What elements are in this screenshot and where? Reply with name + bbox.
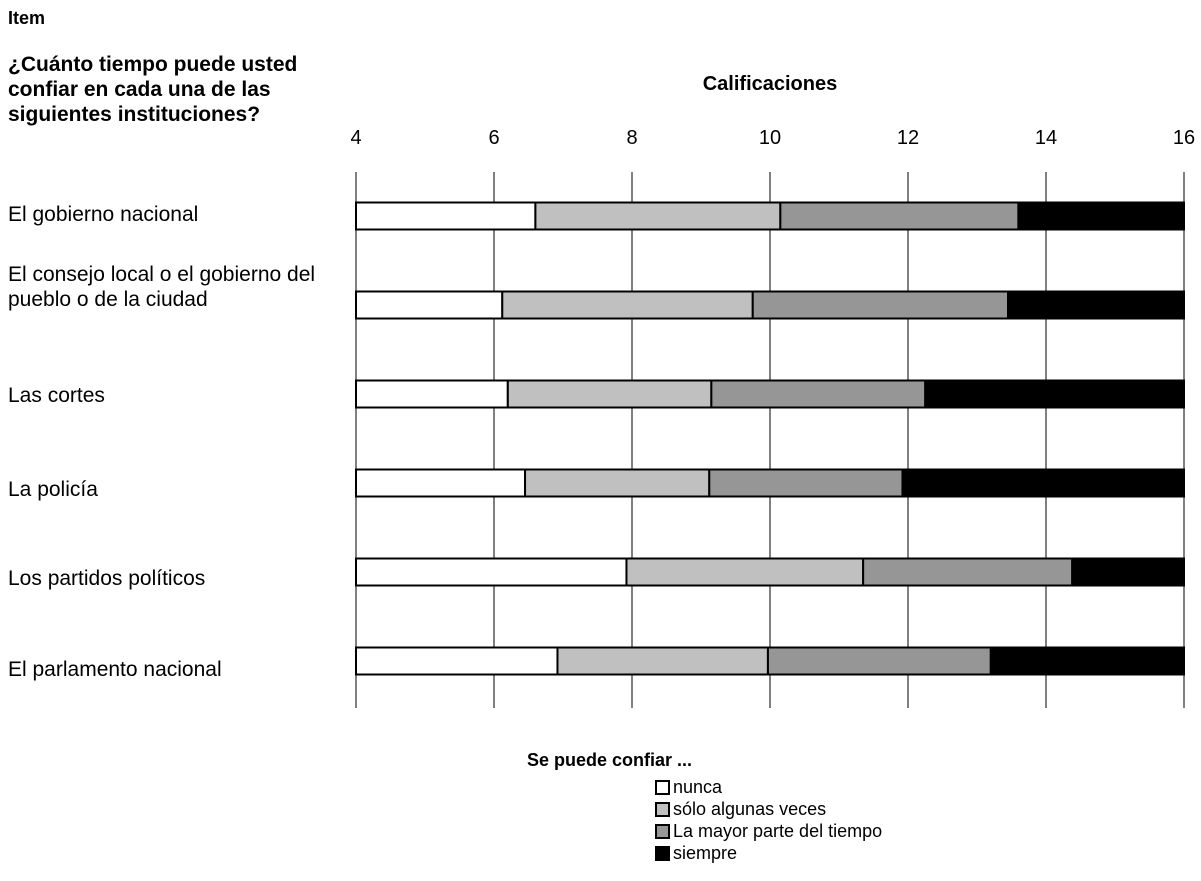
legend-swatch-siempre: [655, 845, 670, 861]
bar-segment: [1071, 557, 1185, 587]
x-tick-label: 14: [1035, 127, 1057, 149]
category-label: Las cortes: [8, 384, 105, 407]
bar-segment: [710, 379, 927, 409]
x-tick-label: 16: [1173, 127, 1195, 149]
category-label: El parlamento nacional: [8, 658, 222, 681]
legend-item: nunca: [655, 776, 882, 798]
legend-title: Se puede confiar ...: [527, 750, 693, 770]
x-axis-title: Calificaciones: [703, 73, 838, 95]
legend-swatch-nunca: [655, 779, 670, 795]
bar-segment: [625, 557, 865, 587]
legend-swatch-mayor-parte: [655, 823, 670, 839]
legend-label: siempre: [673, 843, 738, 863]
bar-segment: [355, 557, 628, 587]
x-tick-label: 12: [897, 127, 919, 149]
bar-segment: [751, 290, 1010, 320]
bar-segment: [355, 379, 509, 409]
category-label: La policía: [8, 478, 98, 501]
legend: nunca sólo algunas veces La mayor parte …: [655, 776, 882, 864]
category-label: Los partidos políticos: [8, 567, 206, 590]
bar-segment: [524, 468, 711, 498]
bar-segment: [901, 468, 1185, 498]
legend-item: siempre: [655, 842, 882, 864]
legend-label: nunca: [673, 777, 723, 797]
bar-segment: [355, 468, 527, 498]
category-label: El gobierno nacional: [8, 203, 199, 226]
category-label: El consejo local o el gobierno del puebl…: [8, 263, 316, 311]
bar-segment: [924, 379, 1185, 409]
x-tick-label: 6: [488, 127, 499, 149]
x-tick-label: 8: [626, 127, 637, 149]
bar-segment: [989, 646, 1185, 676]
bar-segment: [355, 201, 537, 231]
x-tick-label: 10: [759, 127, 781, 149]
legend-item: sólo algunas veces: [655, 798, 882, 820]
bar-segment: [501, 290, 754, 320]
bar-segment: [1007, 290, 1185, 320]
bar-segment: [1017, 201, 1186, 231]
bar-segment: [862, 557, 1074, 587]
question-text: ¿Cuánto tiempo puede usted confiar en ca…: [8, 53, 298, 126]
bar-segment: [355, 290, 504, 320]
bar-segment: [534, 201, 782, 231]
x-tick-label: 4: [350, 127, 361, 149]
bar-segment: [556, 646, 769, 676]
legend-item: La mayor parte del tiempo: [655, 820, 882, 842]
item-column-header: Item: [8, 8, 46, 28]
legend-label: La mayor parte del tiempo: [673, 821, 883, 841]
bar-segment: [355, 646, 559, 676]
bar-segment: [506, 379, 713, 409]
bar-segment: [779, 201, 1020, 231]
bar-segment: [708, 468, 904, 498]
legend-label: sólo algunas veces: [673, 799, 827, 819]
legend-swatch-solo-algunas-veces: [655, 801, 670, 817]
bar-segment: [766, 646, 992, 676]
